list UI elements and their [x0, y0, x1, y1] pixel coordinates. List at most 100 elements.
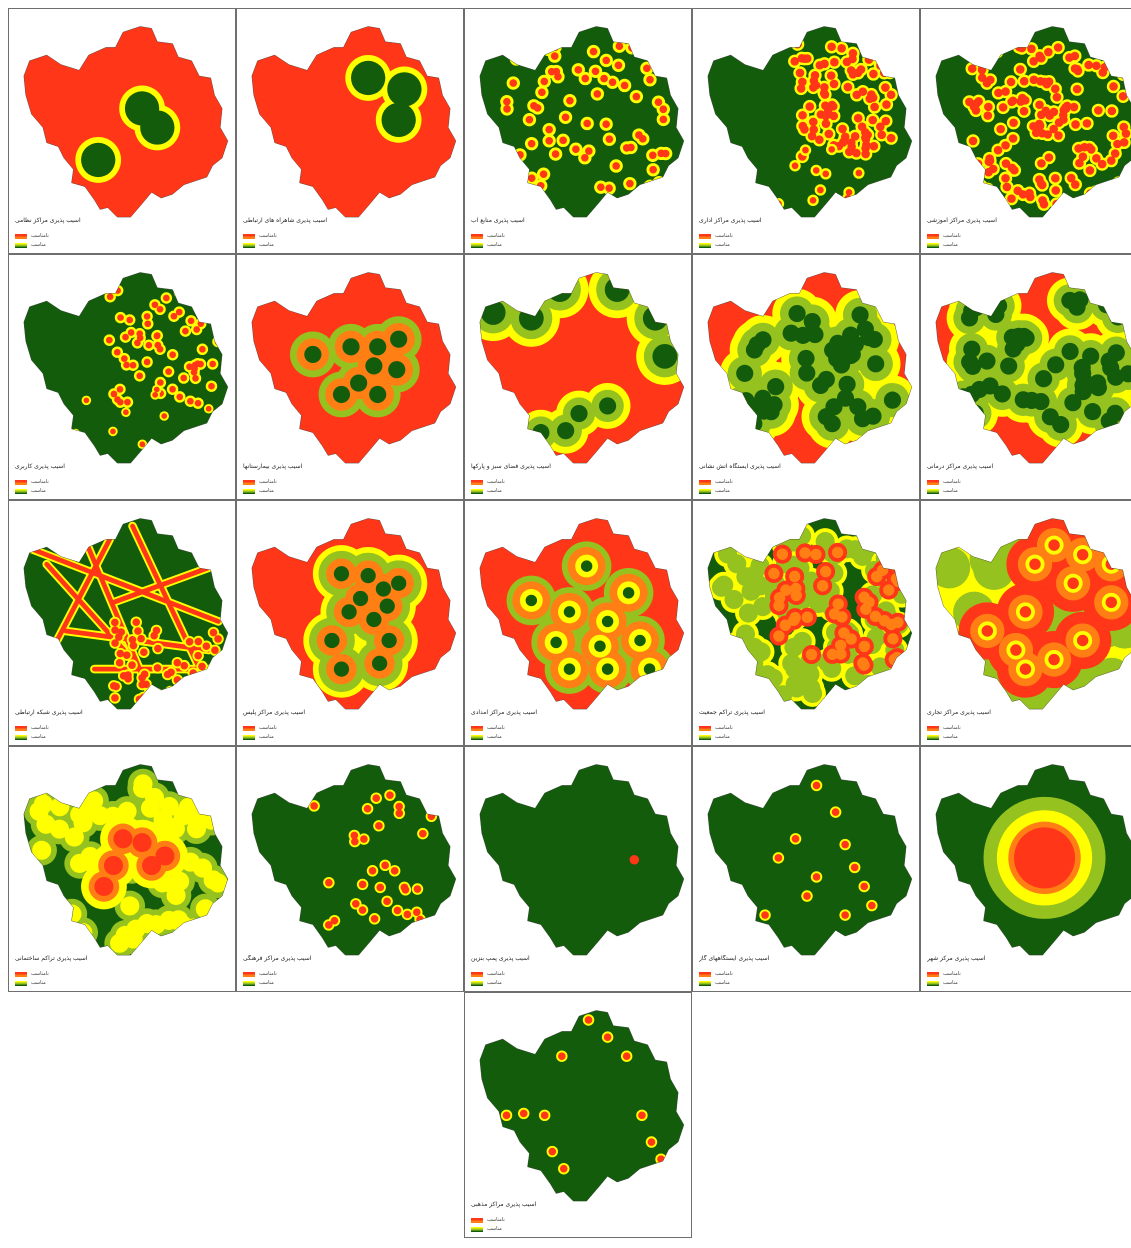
- buffer-zone: [161, 413, 168, 419]
- legend-label-unsuitable: نامناسب: [487, 971, 505, 977]
- legend-row-bottom: مناسب: [471, 488, 502, 494]
- map-panel: آسیب پذیری مراکز امدادی نامناسب مناسب: [464, 500, 692, 746]
- buffer-zone: [1066, 173, 1076, 183]
- buffer-zone: [525, 52, 539, 66]
- buffer-zone: [709, 634, 737, 662]
- buffer-zone: [1019, 663, 1032, 675]
- buffer-zone: [140, 648, 148, 657]
- buffer-zone: [823, 107, 833, 116]
- map-panel: آسیب پذیری کاربری نامناسب مناسب: [8, 254, 236, 500]
- legend-row-bottom: مناسب: [243, 242, 274, 248]
- buffer-zone: [977, 42, 986, 52]
- buffer-zone: [70, 805, 90, 825]
- legend-row-top: نامناسب: [699, 479, 733, 485]
- buffer-zone: [877, 130, 887, 140]
- buffer-zone: [812, 873, 821, 881]
- buffer-zone: [138, 673, 146, 682]
- buffer-zone: [132, 618, 141, 627]
- buffer-zone: [1065, 53, 1074, 62]
- buffer-zone: [1037, 159, 1046, 168]
- buffer-zone: [1118, 91, 1128, 101]
- buffer-zone: [154, 341, 162, 349]
- buffer-zone: [416, 915, 424, 924]
- buffer-zone: [140, 110, 175, 145]
- buffer-zone: [199, 345, 206, 353]
- buffer-zone: [525, 1174, 538, 1186]
- buffer-zone: [1117, 291, 1131, 309]
- legend-row-bottom: مناسب: [243, 488, 274, 494]
- buffer-zone: [850, 863, 859, 872]
- legend-label-unsuitable: نامناسب: [715, 971, 733, 977]
- buffer-zone: [828, 350, 846, 368]
- buffer-zone: [383, 897, 391, 906]
- buffer-zone: [173, 806, 193, 826]
- legend-label-suitable: مناسب: [259, 242, 274, 248]
- buffer-zone: [381, 632, 397, 649]
- buffer-zone: [717, 544, 738, 564]
- buffer-zone: [518, 305, 544, 331]
- suitability-layer: [479, 764, 684, 956]
- buffer-zone: [190, 682, 198, 690]
- buffer-zone: [525, 115, 534, 124]
- buffer-zone: [653, 47, 661, 55]
- buffer-zone: [211, 646, 219, 654]
- legend-label-suitable: مناسب: [259, 734, 274, 740]
- buffer-zone: [165, 694, 178, 707]
- buffer-zone: [827, 100, 837, 110]
- buffer-zone: [122, 333, 129, 341]
- buffer-zone: [1042, 79, 1052, 89]
- buffer-zone: [713, 679, 741, 707]
- map-panel: آسیب پذیری مراکز تجاری نامناسب مناسب: [920, 500, 1131, 746]
- buffer-zone: [324, 632, 340, 649]
- buffer-zone: [1007, 194, 1016, 203]
- legend-swatch-unsuitable: [471, 1217, 483, 1223]
- buffer-zone: [974, 179, 988, 193]
- buffer-zone: [1052, 92, 1062, 102]
- buffer-zone: [1014, 827, 1076, 889]
- buffer-zone: [523, 53, 537, 67]
- buffer-zone: [966, 404, 984, 422]
- buffer-zone: [150, 631, 158, 640]
- buffer-zone: [1067, 577, 1079, 589]
- buffer-zone: [1107, 106, 1117, 116]
- city-map: [251, 764, 457, 956]
- legend-label-suitable: مناسب: [31, 734, 46, 740]
- buffer-zone: [788, 570, 801, 583]
- legend-swatch-suitable: [243, 488, 255, 494]
- buffer-zone: [165, 368, 172, 375]
- buffer-zone: [799, 547, 811, 559]
- buffer-zone: [809, 125, 819, 134]
- buffer-zone: [122, 651, 131, 659]
- buffer-zone: [594, 640, 606, 652]
- buffer-zone: [209, 628, 218, 637]
- legend-row-bottom: مناسب: [471, 1226, 502, 1232]
- legend-row-top: نامناسب: [927, 971, 961, 977]
- buffer-zone: [1010, 327, 1028, 345]
- buffer-zone: [798, 77, 807, 87]
- base-zone: [251, 764, 456, 956]
- buffer-zone: [388, 361, 406, 379]
- buffer-zone: [1084, 403, 1102, 421]
- buffer-zone: [574, 66, 583, 74]
- map-panel: آسیب پذیری مراکز اداری نامناسب مناسب: [692, 8, 920, 254]
- buffer-zone: [968, 136, 978, 146]
- buffer-zone: [509, 79, 518, 87]
- buffer-zone: [1029, 121, 1038, 131]
- buffer-zone: [798, 364, 816, 382]
- buffer-zone: [634, 297, 677, 340]
- buffer-zone: [393, 906, 402, 915]
- buffer-zone: [572, 145, 580, 153]
- buffer-zone: [211, 669, 224, 682]
- buffer-zone: [580, 560, 593, 572]
- suitability-layer: [479, 518, 684, 710]
- legend-label-suitable: مناسب: [487, 242, 502, 248]
- map-caption: آسیب پذیری مراکز مذهبی: [471, 1201, 537, 1208]
- buffer-zone: [993, 145, 1003, 155]
- legend-row-top: نامناسب: [471, 725, 505, 731]
- map-caption: آسیب پذیری شاهراه های ارتباطی: [243, 217, 327, 224]
- buffer-zone: [375, 581, 392, 597]
- buffer-zone: [128, 635, 137, 644]
- buffer-zone: [852, 90, 862, 100]
- buffer-zone: [363, 804, 372, 813]
- legend-swatch-unsuitable: [15, 233, 27, 239]
